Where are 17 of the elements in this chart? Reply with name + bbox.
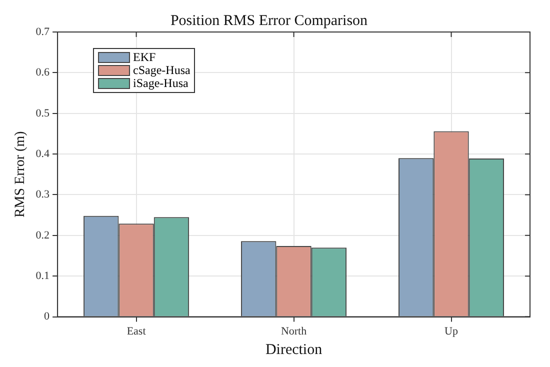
y-tick-label: 0.6 bbox=[36, 66, 50, 79]
y-tick-label: 0 bbox=[44, 310, 50, 323]
y-tick-label: 0.7 bbox=[36, 26, 50, 38]
legend-label: cSage-Husa bbox=[133, 63, 190, 77]
legend-label: EKF bbox=[133, 50, 156, 64]
y-tick-label: 0.3 bbox=[36, 188, 50, 201]
y-tick-label: 0.5 bbox=[36, 107, 50, 120]
x-tick-label: North bbox=[280, 325, 308, 338]
x-tick-label: East bbox=[126, 325, 146, 338]
x-axis-title: Direction bbox=[265, 342, 323, 358]
x-tick-label: Up bbox=[444, 325, 458, 338]
chart-title: Position RMS Error Comparison bbox=[170, 12, 368, 29]
legend-label: iSage-Husa bbox=[133, 76, 188, 90]
y-axis-title: RMS Error (m) bbox=[13, 130, 28, 218]
y-tick-label: 0.2 bbox=[36, 229, 50, 242]
y-tick-label: 0.4 bbox=[36, 148, 50, 160]
y-tick-label: 0.1 bbox=[36, 270, 50, 282]
